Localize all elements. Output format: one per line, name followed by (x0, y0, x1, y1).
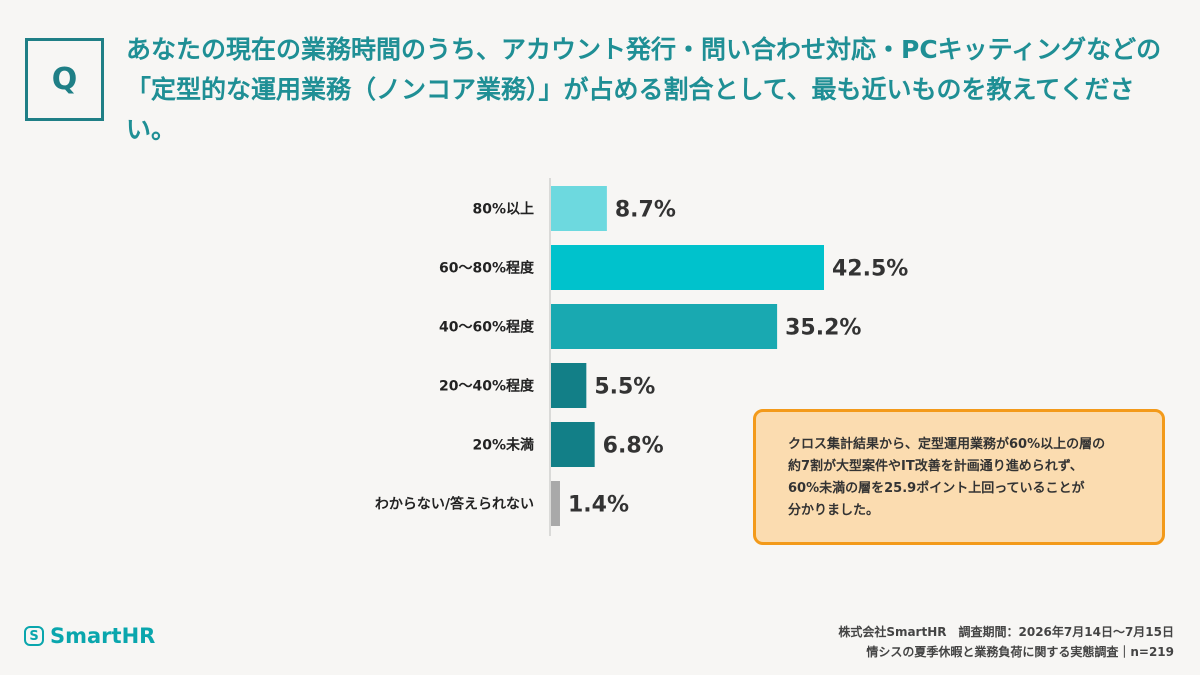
question-text: あなたの現在の業務時間のうち、アカウント発行・問い合わせ対応・PCキッティングな… (126, 35, 1162, 144)
callout-line: 60%未満の層を25.9ポイント上回っていることが (788, 481, 1085, 496)
category-label: わからない/答えられない (375, 496, 534, 513)
category-label: 20%未満 (472, 437, 534, 454)
question-badge: Q (25, 38, 104, 121)
survey-title: 情シスの夏季休暇と業務負荷に関する実態調査｜n=219 (866, 645, 1174, 659)
callout-line: 分かりました。 (788, 503, 880, 518)
category-label: 20〜40%程度 (439, 378, 535, 395)
bar (551, 186, 607, 231)
value-label: 6.8% (603, 434, 664, 459)
value-label: 42.5% (832, 257, 908, 282)
insight-callout: クロス集計結果から、定型運用業務が60%以上の層の 約7割が大型案件やIT改善を… (753, 409, 1165, 545)
logo-text: SmartHR (50, 624, 156, 648)
footer-credits: 株式会社SmartHR 調査期間：2026年7月14日〜7月15日 情シスの夏季… (838, 622, 1174, 662)
category-label: 60〜80%程度 (439, 260, 535, 277)
bar (551, 481, 560, 526)
survey-period: 株式会社SmartHR 調査期間：2026年7月14日〜7月15日 (838, 625, 1174, 639)
value-label: 35.2% (785, 316, 861, 341)
bar (551, 363, 587, 408)
bar (551, 245, 824, 290)
bar (551, 304, 778, 349)
value-label: 1.4% (568, 493, 629, 518)
question-badge-letter: Q (51, 62, 78, 97)
callout-line: クロス集計結果から、定型運用業務が60%以上の層の (788, 437, 1106, 452)
value-label: 5.5% (594, 375, 655, 400)
logo-mark-icon: S (24, 626, 44, 646)
bar (551, 422, 595, 467)
value-label: 8.7% (615, 198, 676, 223)
category-label: 80%以上 (472, 202, 534, 218)
category-label: 40〜60%程度 (439, 319, 535, 336)
smarthr-logo: S SmartHR (24, 624, 155, 648)
callout-line: 約7割が大型案件やIT改善を計画通り進められず、 (788, 459, 1083, 474)
